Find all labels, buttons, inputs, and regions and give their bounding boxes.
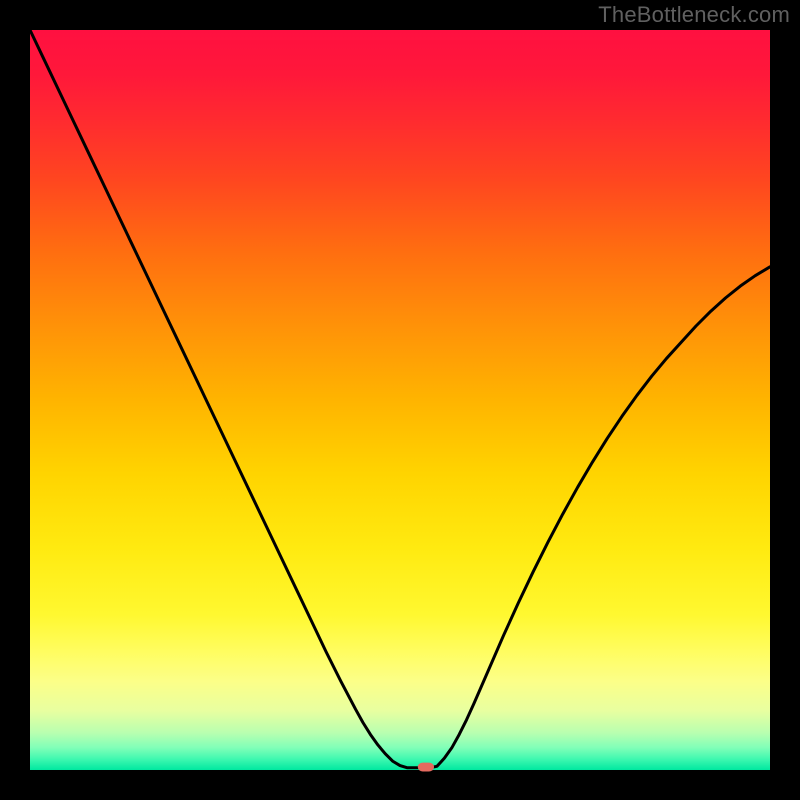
watermark-label: TheBottleneck.com xyxy=(598,2,790,28)
chart-background-gradient xyxy=(30,30,770,770)
bottleneck-chart xyxy=(0,0,800,800)
optimal-marker xyxy=(418,763,434,772)
chart-stage: TheBottleneck.com xyxy=(0,0,800,800)
